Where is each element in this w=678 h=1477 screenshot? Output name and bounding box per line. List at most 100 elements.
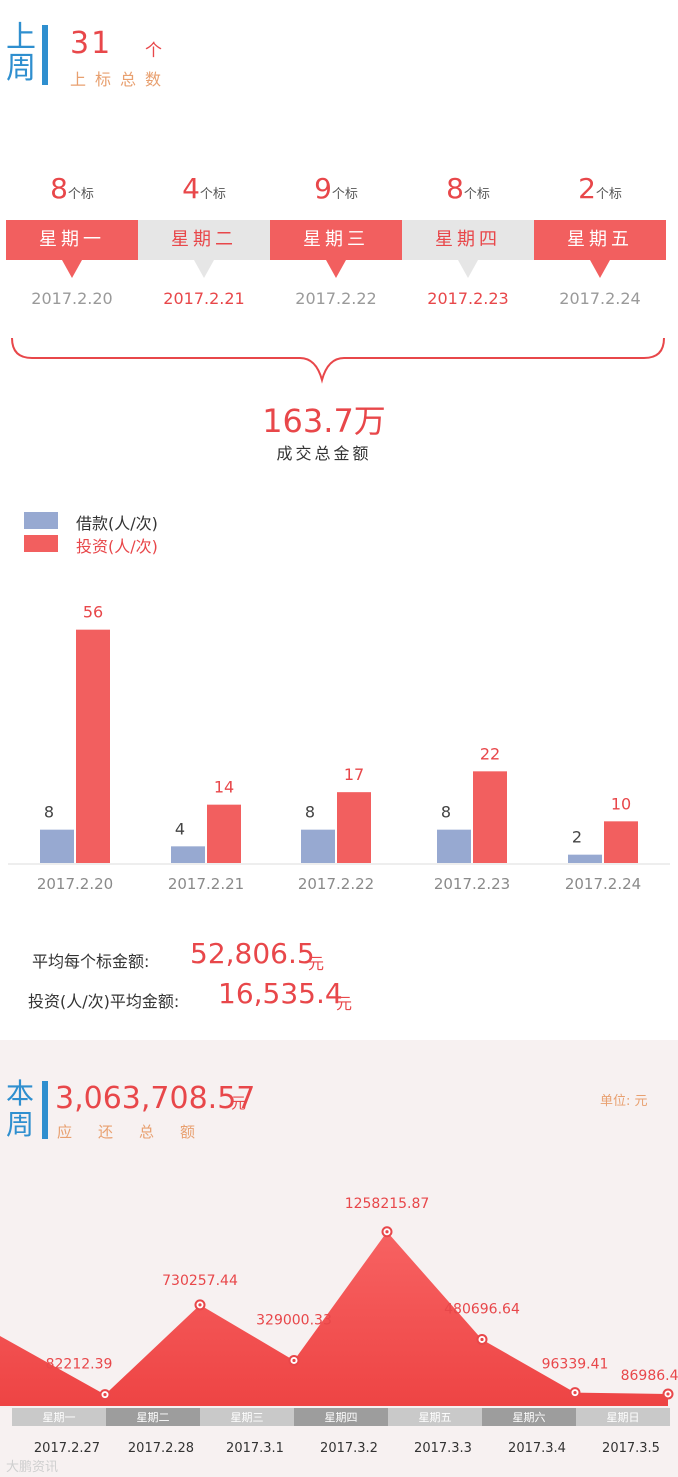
data-label: 480696.64: [444, 1301, 520, 1317]
day-label: 星期五: [534, 220, 666, 260]
area-chart: 星期一 2017.2.27 星期二 2017.2.28 星期三 2017.3.1 星期四 20…: [0, 1196, 678, 1456]
avg-per-project-value: 52,806.5: [190, 937, 315, 970]
x-date-label: 2017.2.28: [128, 1441, 194, 1456]
day-count-value: 2: [578, 172, 596, 205]
day-count-value: 8: [446, 172, 464, 205]
day-count: 9个标: [270, 172, 402, 205]
legend-swatch-invest: [24, 535, 58, 552]
total-amount: 163.7万: [262, 402, 386, 440]
legend-label-loan: 借款(人/次): [76, 514, 158, 533]
day-strip-label: 星期二: [137, 1411, 170, 1424]
data-label: 1258215.87: [345, 1196, 430, 1212]
data-point-center: [198, 1303, 202, 1307]
data-point-center: [480, 1337, 484, 1342]
total-count: 31: [70, 26, 113, 61]
bar-loan: [171, 846, 205, 863]
avg-per-investor-label: 投资(人/次)平均金额:: [28, 992, 180, 1011]
day-strip-cell: [576, 1408, 670, 1426]
x-tick-label: 2017.2.22: [298, 875, 374, 893]
bar-invest: [76, 629, 110, 863]
bar-invest-label: 14: [214, 778, 234, 797]
x-date-label: 2017.3.5: [602, 1441, 660, 1456]
bar-invest-label: 22: [480, 744, 500, 763]
day-count-unit: 个标: [67, 187, 94, 202]
bar-invest: [337, 792, 371, 863]
due-label: 应还总额: [57, 1123, 222, 1141]
bar-loan-label: 8: [44, 803, 54, 822]
day-label: 星期一: [6, 220, 138, 260]
data-point-center: [292, 1358, 296, 1363]
day-strip-cell: [294, 1408, 388, 1426]
bar-loan-label: 4: [175, 819, 185, 838]
x-tick-label: 2017.2.23: [434, 875, 510, 893]
area-fill: [0, 1231, 668, 1406]
data-label: 329000.33: [256, 1312, 332, 1328]
day-strip-label: 星期六: [513, 1411, 546, 1424]
title-accent-bar-2: [42, 1081, 48, 1139]
day-count-unit: 个标: [199, 187, 226, 202]
day-strip-cell: [200, 1408, 294, 1426]
day-strip-cell: [12, 1408, 106, 1426]
day-pointer: [326, 260, 346, 278]
bar-loan: [568, 854, 602, 863]
bar-loan-label: 2: [572, 828, 582, 847]
day-strip-label: 星期一: [43, 1411, 76, 1424]
bar-invest: [207, 804, 241, 863]
day-count: 8个标: [6, 172, 138, 205]
day-label: 星期二: [138, 220, 270, 260]
x-date-label: 2017.3.1: [226, 1441, 284, 1456]
this-week-title: 本周: [6, 1077, 35, 1141]
last-week-title: 上周: [6, 20, 36, 86]
bar-invest: [604, 821, 638, 863]
avg-per-investor-value: 16,535.4: [218, 977, 343, 1010]
day-count: 4个标: [138, 172, 270, 205]
data-point-center: [573, 1391, 577, 1395]
watermark: 大鹏资讯: [6, 1460, 59, 1475]
bar-invest-label: 17: [344, 765, 364, 784]
day-strip-label: 星期三: [231, 1411, 264, 1424]
bar-invest: [473, 771, 507, 863]
day-count-unit: 个标: [463, 187, 490, 202]
data-point-center: [666, 1392, 670, 1396]
due-unit: 元: [231, 1094, 247, 1112]
day-label: 星期三: [270, 220, 402, 260]
bar-loan: [301, 829, 335, 863]
day-count-unit: 个标: [595, 187, 622, 202]
day-strip-cell: [106, 1408, 200, 1426]
bar-loan-label: 8: [305, 803, 315, 822]
data-point-center: [385, 1230, 389, 1234]
x-tick-label: 2017.2.21: [168, 875, 244, 893]
day-date: 2017.2.24: [559, 289, 641, 308]
avg-per-project-label: 平均每个标金额:: [32, 952, 150, 971]
day-strip-label: 星期日: [607, 1411, 640, 1424]
day-strip-label: 星期四: [325, 1411, 358, 1424]
day-count: 8个标: [402, 172, 534, 205]
data-label: 730257.44: [162, 1273, 238, 1289]
x-tick-label: 2017.2.24: [565, 875, 641, 893]
day-date: 2017.2.23: [427, 289, 509, 308]
avg-per-project-unit: 元: [308, 954, 325, 973]
avg-per-investor-unit: 元: [336, 994, 353, 1013]
day-count-value: 9: [314, 172, 332, 205]
count-unit: 个: [145, 41, 162, 61]
day-date: 2017.2.21: [163, 289, 245, 308]
day-strip-cell: [482, 1408, 576, 1426]
summary-brace: [11, 337, 665, 384]
day-strip-cell: [388, 1408, 482, 1426]
day-label: 星期四: [402, 220, 534, 260]
x-date-label: 2017.3.4: [508, 1441, 566, 1456]
bar-invest-label: 10: [611, 794, 631, 813]
total-amount-label: 成交总金额: [276, 444, 372, 463]
x-tick-label: 2017.2.20: [37, 875, 113, 893]
day-pointer: [194, 260, 214, 278]
day-pointer: [62, 260, 82, 278]
data-point-center: [103, 1393, 107, 1397]
day-date: 2017.2.22: [295, 289, 377, 308]
unit-note: 单位: 元: [600, 1094, 648, 1109]
bar-loan: [40, 829, 74, 863]
day-count-unit: 个标: [331, 187, 358, 202]
count-label: 上标总数: [70, 70, 171, 89]
legend-swatch-loan: [24, 512, 58, 529]
legend-label-invest: 投资(人/次): [76, 537, 158, 556]
title-accent-bar: [42, 25, 48, 85]
